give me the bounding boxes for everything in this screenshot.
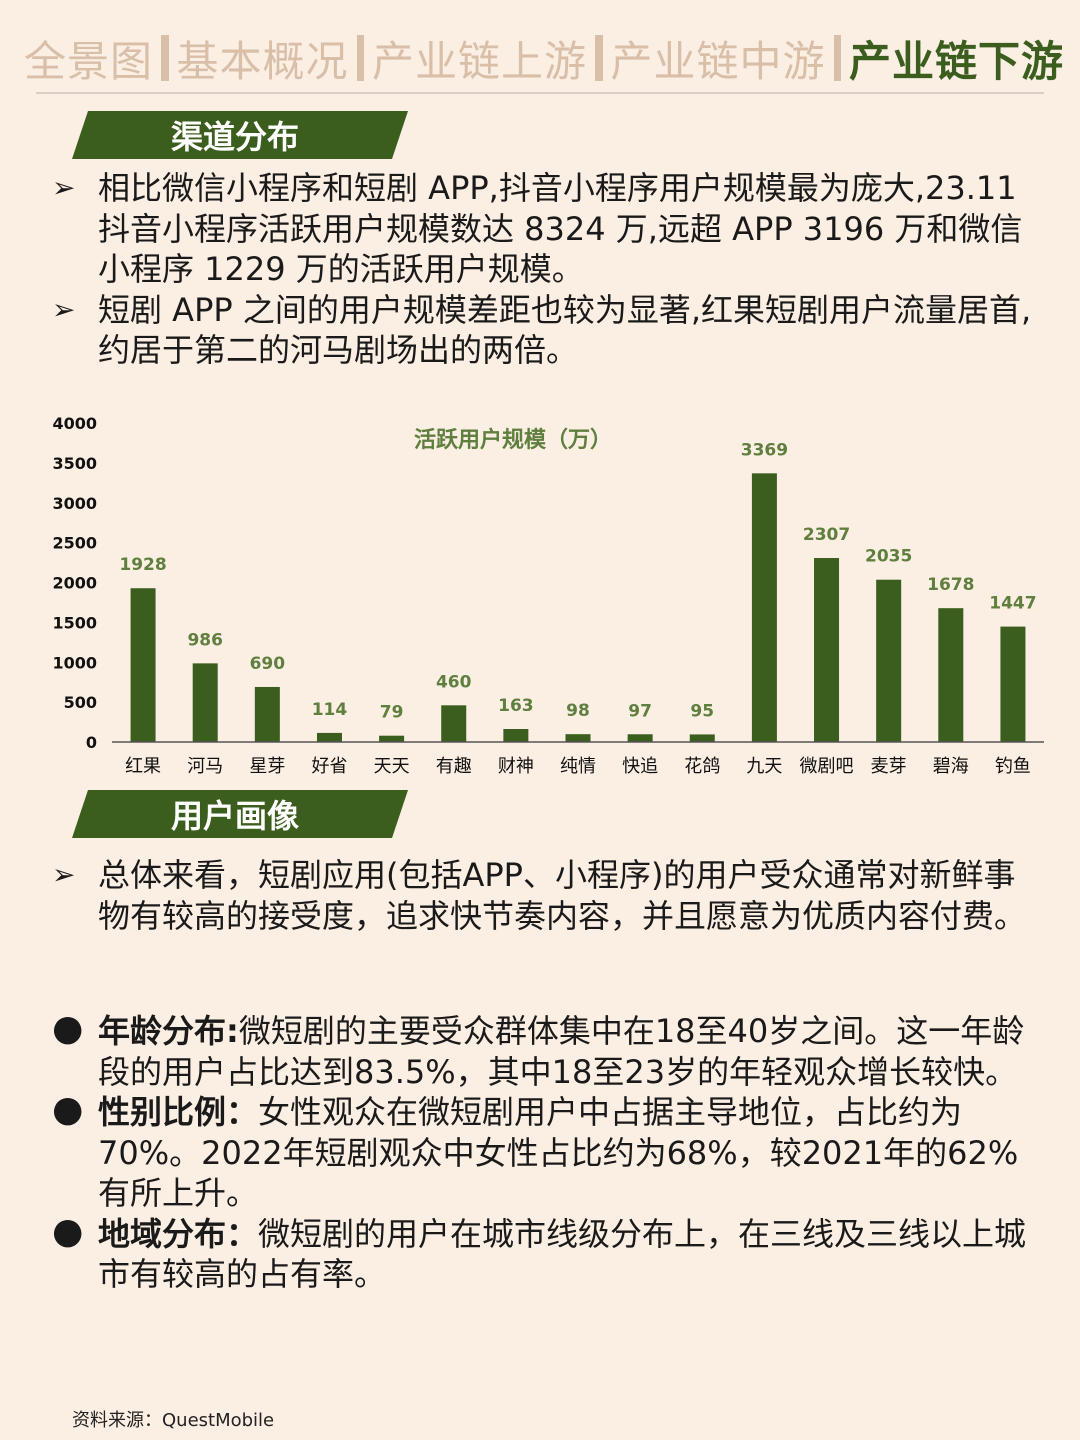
bar bbox=[1000, 626, 1026, 742]
nav-item-downstream[interactable]: 产业链下游 bbox=[849, 36, 1065, 86]
nav-item-midstream[interactable]: 产业链中游 bbox=[610, 36, 826, 86]
bar bbox=[316, 732, 342, 742]
x-category-label: 星芽 bbox=[249, 756, 285, 777]
nav-separator bbox=[595, 35, 603, 81]
bar bbox=[441, 705, 467, 742]
persona-intro-bullet: ➢ 总体来看，短剧应用(包括APP、小程序)的用户受众通常对新鲜事物有较高的接受… bbox=[52, 855, 1042, 936]
x-category-label: 河马 bbox=[187, 756, 223, 777]
channel-bullet-text: 相比微信小程序和短剧 APP,抖音小程序用户规模最为庞大,23.11抖音小程序活… bbox=[98, 169, 1023, 288]
bar-value-label: 1447 bbox=[989, 594, 1036, 614]
bar-value-label: 97 bbox=[628, 701, 652, 721]
y-tick-label: 3500 bbox=[52, 454, 97, 473]
bars: 1928 红果 986 河马 690 星芽 114 好省 79 天天 460 有趣 163 财神 98 纯情 9… bbox=[119, 440, 1036, 777]
dot-bullet-icon: ● bbox=[52, 1008, 84, 1049]
arrow-bullet-icon: ➢ bbox=[52, 858, 76, 891]
dot-bullet-icon: ● bbox=[52, 1089, 84, 1130]
y-tick-label: 3000 bbox=[52, 494, 97, 513]
bar-value-label: 1678 bbox=[927, 575, 974, 595]
bar bbox=[379, 735, 405, 742]
bar bbox=[503, 729, 529, 742]
persona-point-label: 年龄分布: bbox=[98, 1012, 239, 1050]
nav-item-upstream[interactable]: 产业链上游 bbox=[372, 36, 588, 86]
section-title-channel: 渠道分布 bbox=[72, 111, 408, 159]
nav-separator bbox=[833, 35, 841, 81]
nav-item-overview[interactable]: 基本概况 bbox=[176, 36, 349, 86]
x-category-label: 花鸽 bbox=[684, 756, 720, 777]
bar-value-label: 95 bbox=[690, 701, 714, 721]
x-category-label: 有趣 bbox=[436, 756, 472, 777]
bar bbox=[814, 558, 840, 742]
x-category-label: 九天 bbox=[746, 756, 782, 777]
bar-value-label: 163 bbox=[498, 696, 534, 716]
channel-bullet: ➢ 相比微信小程序和短剧 APP,抖音小程序用户规模最为庞大,23.11抖音小程… bbox=[52, 168, 1042, 290]
bar bbox=[751, 473, 777, 742]
x-category-label: 快追 bbox=[622, 756, 658, 777]
bar bbox=[565, 734, 591, 742]
x-category-label: 麦芽 bbox=[871, 756, 907, 777]
y-tick-label: 2000 bbox=[52, 574, 97, 593]
y-tick-label: 4000 bbox=[52, 414, 97, 433]
bar-value-label: 2035 bbox=[865, 547, 912, 567]
bar bbox=[254, 686, 280, 742]
persona-point-text: 微短剧的主要受众群体集中在18至40岁之间。这一年龄段的用户占比达到83.5%，… bbox=[98, 1012, 1025, 1091]
persona-point-text: 女性观众在微短剧用户中占据主导地位，占比约为70%。2022年短剧观众中女性占比… bbox=[98, 1093, 1019, 1212]
top-navigation: 全景图 基本概况 产业链上游 产业链中游 产业链下游 bbox=[24, 30, 1064, 86]
persona-intro-list: ➢ 总体来看，短剧应用(包括APP、小程序)的用户受众通常对新鲜事物有较高的接受… bbox=[52, 855, 1042, 936]
persona-points-list: ● 年龄分布:微短剧的主要受众群体集中在18至40岁之间。这一年龄段的用户占比达… bbox=[52, 1008, 1042, 1295]
y-axis: 0 500 1000 1500 2000 2500 3000 3500 4000 bbox=[52, 414, 97, 752]
channel-bullet: ➢ 短剧 APP 之间的用户规模差距也较为显著,红果短剧用户流量居首,约居于第二… bbox=[52, 290, 1042, 371]
x-category-label: 纯情 bbox=[560, 756, 596, 777]
bar bbox=[130, 588, 156, 742]
source-note: 资料来源：QuestMobile bbox=[72, 1410, 275, 1431]
bar bbox=[627, 734, 653, 742]
nav-item-panorama[interactable]: 全景图 bbox=[24, 36, 154, 86]
bar-value-label: 98 bbox=[566, 701, 590, 721]
bar-value-label: 986 bbox=[187, 630, 223, 650]
chart-title: 活跃用户规模（万） bbox=[414, 427, 612, 453]
bar-value-label: 79 bbox=[380, 703, 404, 723]
bar-value-label: 460 bbox=[436, 672, 472, 692]
nav-separator bbox=[161, 35, 169, 81]
y-tick-label: 1000 bbox=[52, 653, 97, 672]
persona-point: ● 地域分布：微短剧的用户在城市线级分布上，在三线及三线以上城市有较高的占有率。 bbox=[52, 1210, 1042, 1295]
bar-value-label: 3369 bbox=[741, 440, 788, 460]
y-tick-label: 1500 bbox=[52, 613, 97, 632]
bar bbox=[876, 579, 902, 742]
bar-value-label: 2307 bbox=[803, 525, 850, 545]
nav-separator bbox=[356, 35, 364, 81]
persona-point-label: 地域分布： bbox=[98, 1214, 259, 1253]
y-tick-label: 500 bbox=[64, 693, 97, 712]
x-category-label: 财神 bbox=[498, 756, 534, 777]
header-divider bbox=[36, 92, 1044, 94]
bar bbox=[192, 663, 218, 742]
active-users-bar-chart: 活跃用户规模（万） 0 500 1000 1500 2000 2500 3000 3500 40… bbox=[52, 414, 1044, 777]
channel-bullet-text: 短剧 APP 之间的用户规模差距也较为显著,红果短剧用户流量居首,约居于第二的河… bbox=[98, 290, 1032, 370]
section-title-persona: 用户画像 bbox=[72, 790, 408, 838]
channel-bullet-list: ➢ 相比微信小程序和短剧 APP,抖音小程序用户规模最为庞大,23.11抖音小程… bbox=[52, 168, 1042, 371]
bar-value-label: 114 bbox=[312, 700, 348, 720]
bar bbox=[689, 734, 715, 742]
bar bbox=[938, 608, 964, 742]
persona-point-label: 性别比例： bbox=[98, 1093, 259, 1131]
persona-point-text: 微短剧的用户在城市线级分布上，在三线及三线以上城市有较高的占有率。 bbox=[98, 1214, 1027, 1294]
x-category-label: 碧海 bbox=[933, 756, 969, 777]
arrow-bullet-icon: ➢ bbox=[52, 292, 76, 326]
x-category-label: 钓鱼 bbox=[995, 756, 1031, 777]
y-tick-label: 2500 bbox=[52, 534, 97, 553]
bar-value-label: 1928 bbox=[119, 555, 166, 575]
persona-point: ● 年龄分布:微短剧的主要受众群体集中在18至40岁之间。这一年龄段的用户占比达… bbox=[52, 1008, 1042, 1092]
persona-intro-text: 总体来看，短剧应用(包括APP、小程序)的用户受众通常对新鲜事物有较高的接受度，… bbox=[98, 856, 1027, 935]
persona-point: ● 性别比例：女性观众在微短剧用户中占据主导地位，占比约为70%。2022年短剧… bbox=[52, 1089, 1042, 1214]
x-category-label: 微剧吧 bbox=[800, 756, 854, 777]
dot-bullet-icon: ● bbox=[52, 1210, 84, 1252]
x-category-label: 天天 bbox=[374, 756, 410, 777]
arrow-bullet-icon: ➢ bbox=[52, 171, 76, 204]
x-category-label: 红果 bbox=[125, 756, 161, 777]
y-tick-label: 0 bbox=[86, 733, 97, 752]
bar-value-label: 690 bbox=[250, 654, 286, 674]
x-category-label: 好省 bbox=[311, 756, 347, 777]
